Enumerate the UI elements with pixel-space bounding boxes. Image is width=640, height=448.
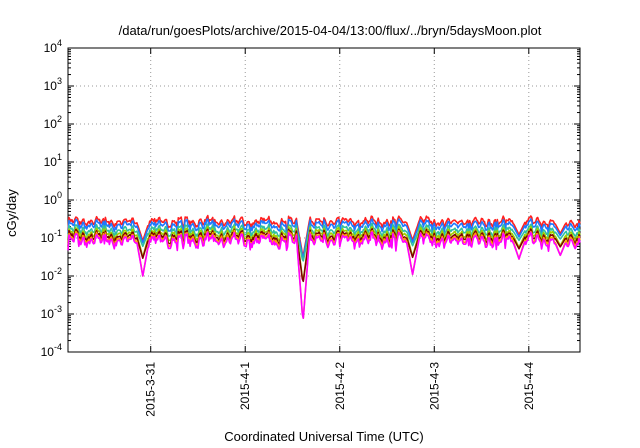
y-tick-label: 101 xyxy=(44,152,62,169)
x-tick-label: 2015-4-4 xyxy=(522,362,536,410)
x-tick-label: 2015-4-1 xyxy=(238,362,252,410)
chart-title: /data/run/goesPlots/archive/2015-04-04/1… xyxy=(119,23,542,38)
y-tick-label: 102 xyxy=(44,114,62,131)
series-line xyxy=(67,222,581,262)
x-axis-label: Coordinated Universal Time (UTC) xyxy=(224,429,423,444)
series-line xyxy=(67,214,581,256)
grid xyxy=(68,48,580,352)
y-axis-label: cGy/day xyxy=(4,189,19,237)
series-line xyxy=(67,228,581,283)
y-tick-label: 104 xyxy=(44,38,62,55)
y-tick-label: 10-1 xyxy=(41,228,62,245)
series-line xyxy=(67,218,581,259)
y-tick-label: 100 xyxy=(44,190,62,207)
series-line xyxy=(67,231,581,320)
y-tick-label: 10-4 xyxy=(41,342,62,359)
axis-ticks: 10-4 10-3 10-2 10-1 100 101 102 103 104 2015-3-31… xyxy=(41,38,580,417)
y-tick-label: 10-3 xyxy=(41,304,62,321)
x-tick-label: 2015-4-2 xyxy=(333,362,347,410)
series-lines xyxy=(67,214,581,320)
y-tick-label: 10-2 xyxy=(41,266,62,283)
series-line xyxy=(67,225,581,281)
x-tick-label: 2015-4-3 xyxy=(427,362,441,410)
y-tick-label: 103 xyxy=(44,76,62,93)
x-tick-label: 2015-3-31 xyxy=(144,362,158,417)
series-line xyxy=(67,229,581,319)
